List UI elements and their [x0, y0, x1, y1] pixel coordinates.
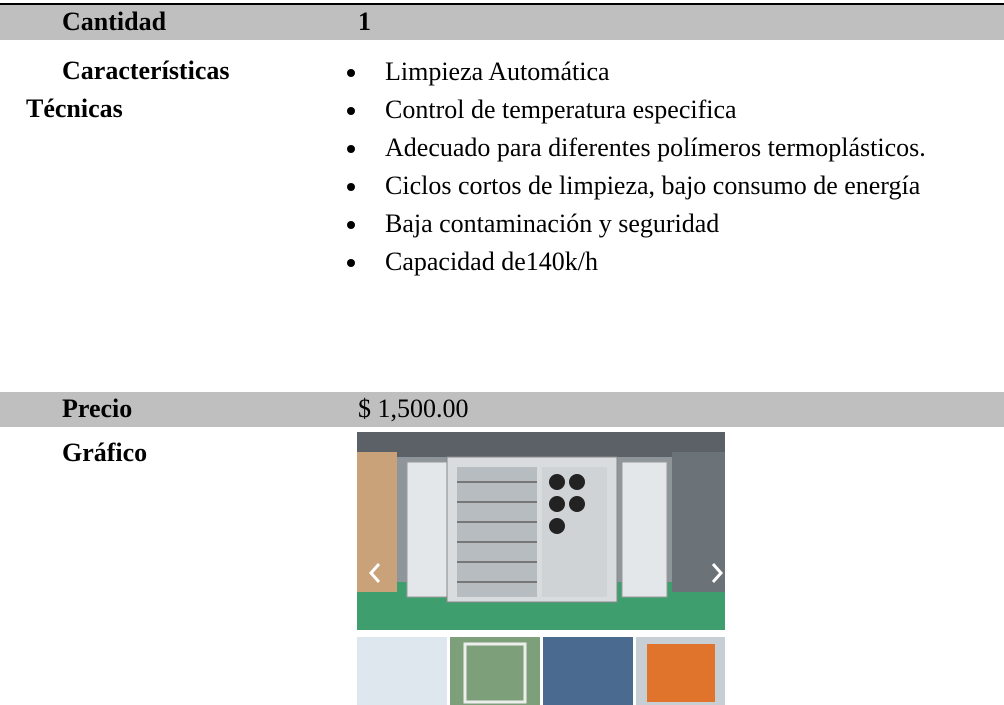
bullet-list: Limpieza Automática Control de temperatur… [345, 56, 1000, 284]
bullet-item: Baja contaminación y seguridad [345, 208, 1000, 240]
bullet-item: Ciclos cortos de limpieza, bajo consumo … [345, 170, 1000, 202]
row-band [0, 392, 1004, 427]
bullet-item: Adecuado para diferentes polímeros termo… [345, 132, 1000, 164]
label: Características [62, 56, 230, 85]
label: Cantidad [62, 7, 167, 36]
row-band [0, 5, 1004, 40]
value: $ 1,500.00 [358, 394, 469, 423]
bullet-item: Limpieza Automática [345, 56, 1000, 88]
label: Técnicas [26, 94, 123, 123]
bullet-item: Capacidad de140k/h [345, 246, 1000, 278]
product-image [357, 432, 725, 705]
label: Precio [62, 394, 133, 423]
label: Gráfico [62, 438, 148, 467]
top-rule [0, 3, 1004, 5]
value: 1 [358, 7, 371, 36]
bullet-item: Control de temperatura especifica [345, 94, 1000, 126]
